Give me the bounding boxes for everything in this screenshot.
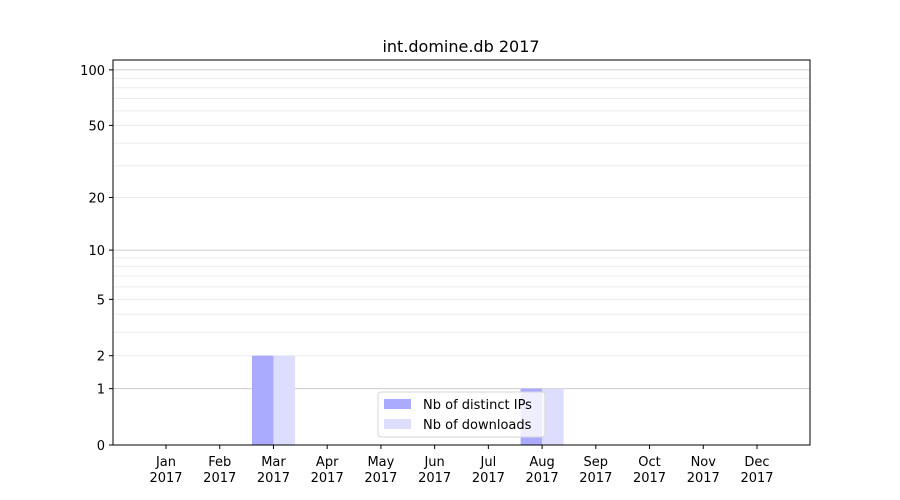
x-tick-label-month: Jul — [480, 455, 497, 470]
legend-swatch — [384, 419, 411, 429]
bar-distinct-ips — [251, 355, 274, 445]
y-axis: 0 1 2 5 10 20 50 100 — [80, 64, 113, 454]
bar-downloads — [273, 355, 295, 445]
x-tick-label-month: Dec — [744, 455, 769, 470]
x-tick-label-month: Mar — [261, 455, 286, 470]
x-tick-label-year: 2017 — [311, 471, 344, 486]
plot-frame — [112, 59, 811, 446]
x-tick-label-month: Sep — [584, 455, 609, 470]
y-tick-label: 1 — [97, 383, 105, 398]
x-tick-label-year: 2017 — [472, 471, 505, 486]
x-tick-label-year: 2017 — [364, 471, 397, 486]
y-tick-label: 2 — [97, 350, 105, 365]
y-tick-label: 100 — [80, 64, 105, 79]
x-tick-label-year: 2017 — [526, 471, 559, 486]
legend-label: Nb of distinct IPs — [423, 398, 532, 413]
x-tick-label-month: Nov — [691, 455, 717, 470]
y-tick-label: 50 — [88, 119, 105, 134]
x-tick-label-year: 2017 — [687, 471, 720, 486]
x-tick-label-month: Aug — [529, 455, 554, 470]
x-tick-label-year: 2017 — [149, 471, 182, 486]
x-tick-label-month: Feb — [208, 455, 231, 470]
x-tick-label-month: May — [367, 455, 394, 470]
x-tick-label-year: 2017 — [257, 471, 290, 486]
x-tick-label-month: Jan — [155, 455, 176, 470]
x-tick-label-year: 2017 — [203, 471, 236, 486]
grid — [113, 69, 810, 390]
chart-title: int.domine.db 2017 — [382, 37, 539, 56]
legend-box — [377, 391, 546, 438]
legend-label: Nb of downloads — [423, 418, 532, 433]
y-tick-label: 0 — [97, 439, 105, 454]
x-tick-label-month: Oct — [638, 455, 660, 470]
y-tick-label: 5 — [97, 293, 105, 308]
x-axis: Jan2017Feb2017Mar2017Apr2017May2017Jun20… — [149, 445, 774, 486]
x-tick-label-year: 2017 — [418, 471, 451, 486]
y-tick-label: 10 — [88, 244, 105, 259]
x-tick-label-year: 2017 — [633, 471, 666, 486]
x-tick-label-year: 2017 — [740, 471, 773, 486]
bar-downloads — [542, 388, 564, 445]
legend: Nb of distinct IPs Nb of downloads — [377, 391, 546, 438]
x-tick-label-month: Apr — [316, 455, 339, 470]
x-tick-label-month: Jun — [423, 455, 444, 470]
y-tick-label: 20 — [88, 192, 105, 207]
legend-swatch — [384, 399, 411, 409]
x-tick-label-year: 2017 — [579, 471, 612, 486]
